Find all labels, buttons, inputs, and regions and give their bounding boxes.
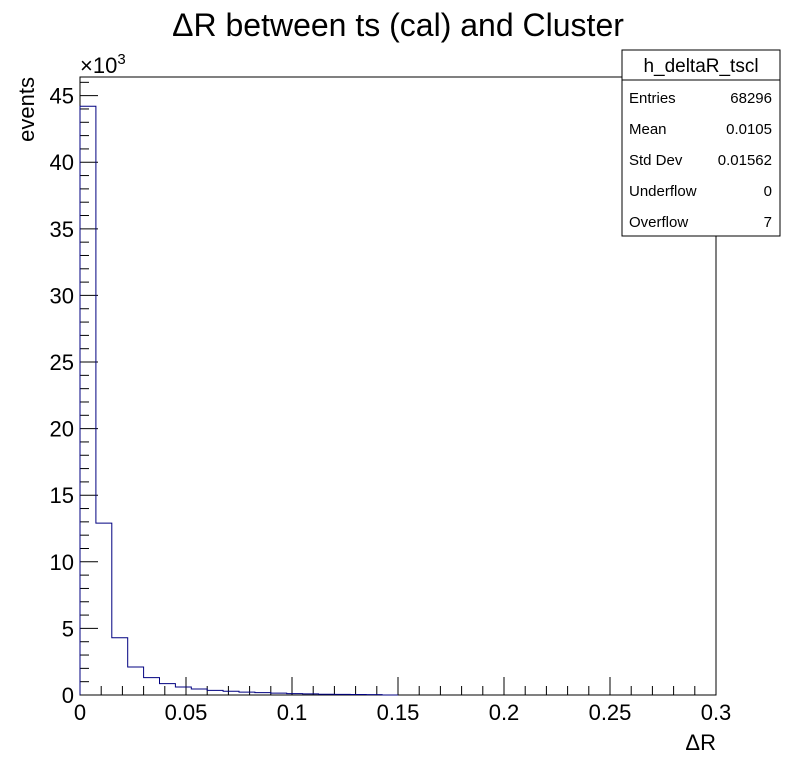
y-tick-label: 5 (62, 616, 74, 641)
histogram-bin (223, 691, 239, 695)
y-axis-ticks (80, 81, 98, 696)
stats-box-title: h_deltaR_tscl (643, 56, 758, 77)
histogram-bin (144, 678, 160, 695)
y-tick-label: 35 (50, 217, 74, 242)
y-tick-label: 10 (50, 550, 74, 575)
stats-row-value: 7 (764, 214, 772, 231)
x-axis-tick-labels: 0 0.05 0.1 0.15 0.2 0.25 0.3 (74, 700, 731, 725)
y-tick-label: 40 (50, 150, 74, 175)
x-tick-label: 0.15 (377, 700, 420, 725)
y-tick-label: 45 (50, 84, 74, 109)
stats-box-frame (621, 49, 781, 237)
stats-row-label: Mean (629, 121, 667, 138)
stats-box: h_deltaR_tscl Entries 68296 Mean 0.0105 Std … (621, 49, 781, 237)
y-multiplier-label: ×103 (80, 51, 126, 78)
histogram-bin (128, 667, 144, 695)
y-tick-label: 20 (50, 417, 74, 442)
stats-row-label: Std Dev (629, 152, 683, 169)
histogram-bin (112, 638, 128, 695)
stats-row-label: Underflow (629, 183, 697, 200)
histogram-series-line (79, 105, 398, 696)
plot-frame (79, 76, 717, 696)
histogram-bin (191, 689, 207, 695)
x-tick-label: 0.2 (489, 700, 520, 725)
y-tick-label: 25 (50, 350, 74, 375)
chart-title: ΔR between ts (cal) and Cluster (172, 7, 624, 43)
x-tick-label: 0.05 (165, 700, 208, 725)
histogram-bins (80, 106, 382, 695)
x-tick-label: 0.25 (589, 700, 632, 725)
stats-row-value: 0.01562 (718, 152, 772, 169)
y-tick-label: 30 (50, 283, 74, 308)
histogram-bin (175, 687, 191, 695)
y-axis-tick-labels: 0 5 10 15 20 25 30 35 40 45 (50, 84, 74, 708)
stats-row-value: 0 (764, 183, 772, 200)
stats-row-value: 0.0105 (726, 121, 772, 138)
stats-row-label: Entries (629, 90, 676, 107)
histogram-bin (160, 684, 176, 695)
histogram-bin (96, 523, 112, 695)
histogram-bin (80, 106, 96, 695)
stats-row-label: Overflow (629, 214, 688, 231)
histogram-bin (207, 690, 223, 695)
x-tick-label: 0 (74, 700, 86, 725)
y-tick-label: 15 (50, 483, 74, 508)
y-tick-label: 0 (62, 683, 74, 708)
x-tick-label: 0.1 (277, 700, 308, 725)
x-axis-label: ΔR (685, 730, 716, 755)
stats-row-value: 68296 (730, 90, 772, 107)
y-axis-label: events (14, 77, 39, 142)
x-tick-label: 0.3 (701, 700, 732, 725)
stats-box-rows: Entries 68296 Mean 0.0105 Std Dev 0.01562 Unde… (629, 90, 772, 231)
